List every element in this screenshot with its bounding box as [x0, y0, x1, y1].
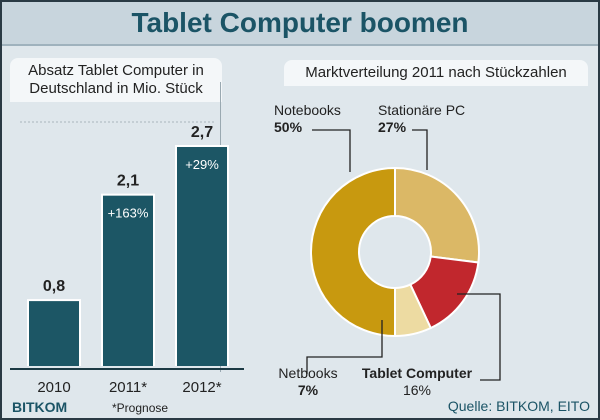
page-title: Tablet Computer boomen: [131, 7, 469, 38]
slice-station-re-pc: [394, 166, 480, 264]
bar-value-label: 0,8: [43, 278, 65, 295]
bar-chart-title: Absatz Tablet Computer in Deutschland in…: [10, 58, 222, 102]
bar-2012*: [177, 147, 227, 366]
x-tick-label: 2012*: [182, 379, 221, 396]
bar-value-label: 2,1: [117, 173, 139, 190]
source: Quelle: BITKOM, EITO: [447, 398, 590, 414]
label-tablet-computer: Tablet Computer 16%: [361, 365, 473, 398]
leader-tablet-computer: [457, 293, 501, 381]
leader-stationaere-pc: [412, 129, 428, 170]
label-stationaere-pc: Stationäre PC 27%: [378, 102, 466, 135]
label-netbooks: Netbooks 7%: [278, 365, 338, 398]
leader-notebooks: [312, 129, 351, 172]
bitkom-logo: BITKOM: [12, 399, 68, 415]
slice-notebooks: [310, 166, 396, 338]
leader-netbooks: [306, 320, 383, 374]
x-tick-label: 2010: [37, 379, 70, 396]
x-tick-label: 2011*: [109, 379, 147, 396]
bar-2011*: [103, 195, 153, 366]
bar-2010: [29, 301, 79, 366]
label-notebooks: Notebooks 50%: [274, 102, 341, 135]
footnote: *Prognose: [112, 401, 169, 415]
pie-chart-title: Marktverteilung 2011 nach Stückzahlen: [284, 60, 588, 86]
title-bar: Tablet Computer boomen: [2, 2, 598, 46]
bar-growth-label: +163%: [108, 206, 149, 221]
bar-value-label: 2,7: [191, 124, 213, 141]
bar-growth-label: +29%: [185, 157, 219, 172]
